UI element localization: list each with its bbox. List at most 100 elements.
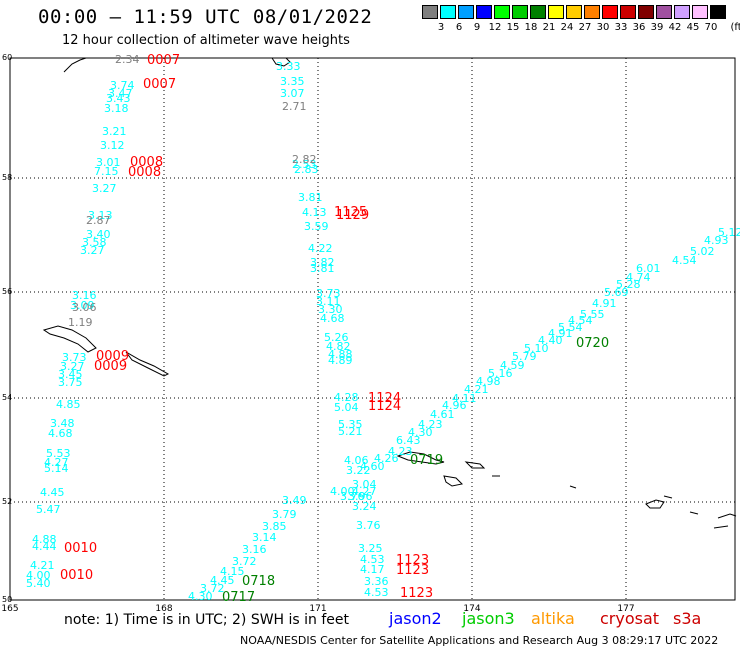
swh-value-jason3: 4.68	[48, 427, 73, 440]
time-label: 1129	[336, 208, 369, 223]
lon-label: 174	[463, 604, 480, 614]
legend-swatch	[602, 5, 618, 19]
swh-value-jason3: 5.53	[46, 447, 71, 460]
swh-value-jason3: 4.22	[308, 242, 333, 255]
legend-label: 6	[455, 22, 463, 33]
swh-value-jason3: 4.91	[592, 297, 617, 310]
swh-value-cryosat: 1.19	[68, 316, 93, 329]
swh-value-jason3: 4.88	[328, 348, 353, 361]
legend-label: 24	[560, 22, 574, 33]
time-label: 0009	[94, 359, 127, 374]
time-label: 0007	[147, 53, 180, 68]
swh-value-jason3: 4.74	[626, 271, 651, 284]
swh-value-jason3: 4.82	[326, 340, 351, 353]
legend-swatch	[458, 5, 474, 19]
swh-value-cryosat: 2.82	[292, 153, 317, 166]
coast-kamchatka	[63, 57, 87, 73]
swh-value-jason3: 3.27	[60, 360, 85, 373]
swh-value-jason3: 6.43	[396, 434, 421, 447]
lat-label: 52	[2, 497, 12, 506]
swh-value-jason3: 4.96	[442, 399, 467, 412]
legend-label: 15	[506, 22, 520, 33]
lon-label: 165	[1, 604, 18, 614]
swh-value-jason3: 5.21	[338, 425, 363, 438]
swh-value-jason3: 4.59	[500, 359, 525, 372]
swh-value-jason3: 4.11	[452, 392, 477, 405]
swh-value-jason3: 3.72	[200, 582, 225, 595]
swh-value-jason3: 3.27	[80, 244, 105, 257]
swh-value-jason3: 3.14	[252, 531, 277, 544]
swh-value-jason3: 3.45	[58, 368, 83, 381]
lat-lon-grid	[9, 57, 735, 601]
swh-value-jason3: 5.04	[334, 401, 359, 414]
swh-value-jason3: 5.47	[36, 503, 61, 516]
legend-label: 33	[614, 22, 628, 33]
swh-value-jason3: 4.17	[360, 563, 385, 576]
map-border	[9, 57, 736, 601]
lon-label: 168	[155, 604, 172, 614]
legend-label: 30	[596, 22, 610, 33]
swh-value-jason3: 3.09	[70, 299, 95, 312]
swh-value-jason3: 3.30	[318, 303, 343, 316]
swh-value-jason3: 3.35	[280, 75, 305, 88]
swh-value-jason3: 4.61	[430, 408, 455, 421]
legend-label: 45	[686, 22, 700, 33]
swh-value-jason3: 5.79	[512, 350, 537, 363]
swh-value-jason3: 3.25	[358, 542, 383, 555]
time-label: 0717	[222, 590, 255, 605]
swh-value-jason3: 4.91	[548, 327, 573, 340]
swh-value-jason3: 5.14	[44, 462, 69, 475]
swh-value-jason3: 4.45	[40, 486, 65, 499]
swh-value-jason3: 3.47	[108, 87, 133, 100]
legend-swatch	[548, 5, 564, 19]
legend-jason3: jason3	[462, 609, 515, 628]
swh-value-jason3: 4.68	[320, 312, 345, 325]
lat-label: 58	[2, 173, 12, 182]
swh-value-jason3: 3.12	[100, 139, 125, 152]
time-label: 0718	[242, 574, 275, 589]
swh-value-jason3: 4.27	[44, 456, 69, 469]
lon-label: 177	[617, 604, 634, 614]
swh-value-jason3: 5.55	[580, 308, 605, 321]
lat-label: 54	[2, 393, 12, 402]
map-subtitle: 12 hour collection of altimeter wave hei…	[62, 33, 350, 48]
swh-value-jason3: 3.11	[316, 295, 341, 308]
footer-note: note: 1) Time is in UTC; 2) SWH is in fe…	[64, 612, 350, 628]
swh-value-jason3: 3.72	[232, 555, 257, 568]
legend-swatch	[710, 5, 726, 19]
coast-agattu-island	[464, 461, 486, 469]
swh-value-jason3: 4.26	[374, 452, 399, 465]
swh-value-jason3: 3.49	[282, 494, 307, 507]
swh-value-jason3: 3.36	[364, 575, 389, 588]
legend-label: 9	[473, 22, 481, 33]
coast-rat-island-1	[645, 499, 665, 509]
legend-swatch	[530, 5, 546, 19]
time-label: 0009	[96, 349, 129, 364]
swh-value-jason3: 4.54	[672, 254, 697, 267]
swh-value-jason3: 4.85	[56, 398, 81, 411]
swh-value-jason3: 5.40	[26, 577, 51, 590]
swh-value-jason3: 3.04	[352, 478, 377, 491]
swh-value-jason3: 4.53	[364, 586, 389, 599]
coast-rat-island-2	[689, 511, 699, 515]
legend-swatch	[656, 5, 672, 19]
lat-label: 60	[2, 53, 12, 62]
time-label: 1123	[400, 586, 433, 601]
time-label: 0720	[576, 336, 609, 351]
swh-value-jason3: 3.75	[58, 376, 83, 389]
legend-swatch	[620, 5, 636, 19]
swh-value-jason3: 6.01	[636, 262, 661, 275]
swh-value-jason3: 3.79	[272, 508, 297, 521]
swh-value-jason3: 3.59	[304, 220, 329, 233]
swh-value-jason3: 4.21	[30, 559, 55, 572]
swh-value-jason3: 3.76	[340, 490, 365, 503]
swh-value-jason3: 4.53	[360, 553, 385, 566]
legend-swatch	[674, 5, 690, 19]
swh-value-jason3: 4.60	[360, 460, 385, 473]
legend-altika: altika	[531, 609, 575, 628]
swh-value-jason3: 4.06	[344, 454, 369, 467]
swh-value-jason3: 3.22	[346, 464, 371, 477]
swh-value-cryosat: 2.87	[86, 214, 111, 227]
coast-medny-island	[125, 351, 170, 377]
swh-value-jason3: 4.23	[388, 445, 413, 458]
